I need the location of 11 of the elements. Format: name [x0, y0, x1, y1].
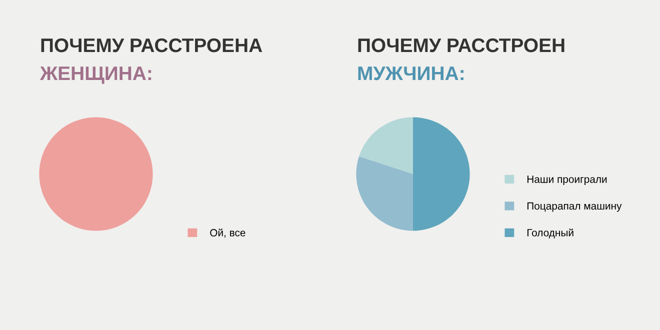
chart-title: ПОЧЕМУ РАССТРОЕНА: [41, 38, 262, 52]
chart-subtitle: ЖЕНЩИНА:: [40, 66, 152, 84]
pie-slice: [356, 156, 413, 231]
chart-title: ПОЧЕМУ РАССТРОЕН: [358, 38, 564, 52]
legend-label: Ой, все: [210, 228, 246, 238]
legend-label: Поцарапал машину: [527, 202, 622, 212]
pie-slice: [413, 117, 470, 231]
chart-subtitle: МУЖЧИНА:: [358, 66, 464, 80]
legend-label: Наши проиграли: [527, 176, 607, 185]
pie-slice: [358, 117, 413, 174]
legend-label: Голодный: [527, 228, 574, 238]
